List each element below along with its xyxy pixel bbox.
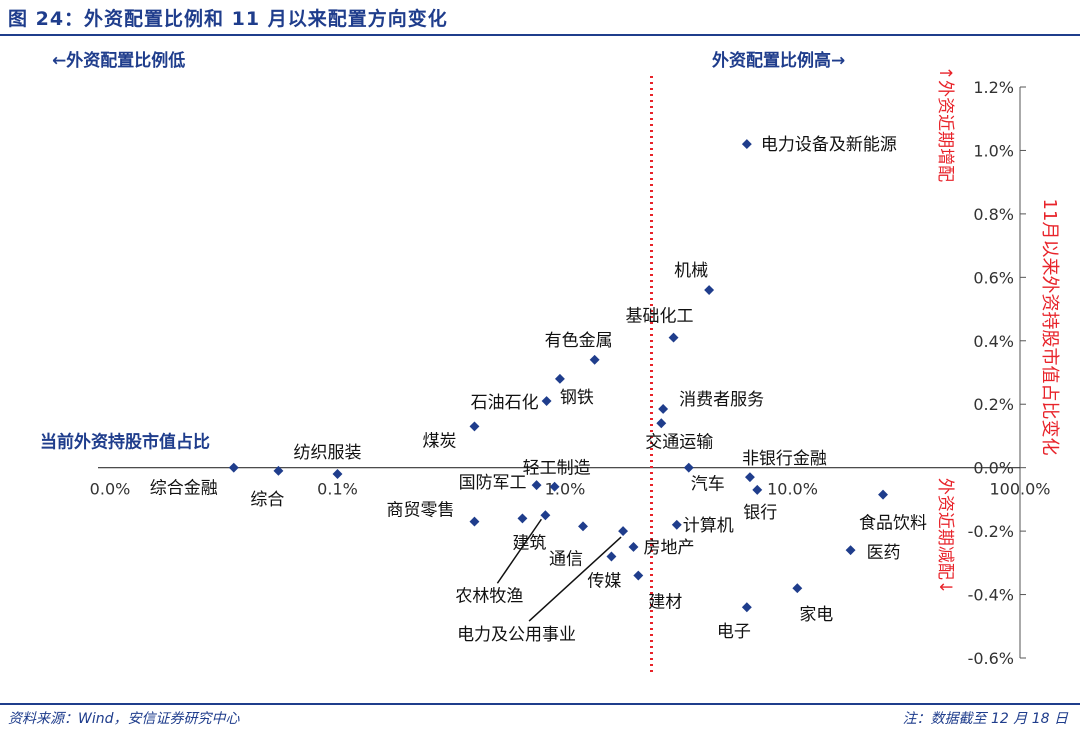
bottom-rule — [0, 703, 1080, 705]
axes-layer: 1.2% 1.0% 0.8% 0.6% 0.4% 0.2% 0.0% -0.2% -0.4% -0… — [40, 76, 1060, 676]
data-label: 国防军工 — [459, 473, 527, 493]
data-point — [792, 583, 803, 594]
data-point — [878, 489, 888, 500]
data-label: 煤炭 — [422, 431, 456, 451]
y-tick-label: -0.2% — [968, 522, 1014, 541]
data-label: 综合 — [250, 490, 284, 510]
data-point — [549, 481, 560, 492]
data-point — [845, 545, 856, 556]
data-point — [517, 513, 528, 524]
data-label: 医药 — [867, 543, 901, 563]
date-note: 注：数据截至 12 月 18 日 — [902, 711, 1068, 727]
data-label: 家电 — [799, 605, 833, 625]
data-point — [554, 373, 565, 384]
y-tick-label: 1.0% — [973, 141, 1014, 160]
data-point — [332, 469, 343, 479]
data-point — [633, 570, 644, 581]
data-label: 传媒 — [587, 571, 621, 591]
y-tick-label: -0.4% — [968, 586, 1014, 605]
data-label: 农林牧渔 — [455, 586, 523, 606]
x-tick-label: 0.0% — [90, 480, 131, 499]
data-label: 非银行金融 — [742, 449, 827, 469]
data-point — [469, 516, 480, 527]
data-point — [606, 551, 617, 562]
data-label: 建材 — [648, 593, 682, 613]
data-label: 纺织服装 — [294, 443, 362, 463]
data-label: 通信 — [549, 549, 583, 569]
data-label: 汽车 — [691, 475, 725, 495]
data-label: 综合金融 — [150, 479, 218, 499]
data-point — [744, 472, 755, 483]
leader-line — [496, 518, 543, 584]
y-tick-label: 0.8% — [973, 205, 1014, 224]
data-point — [741, 602, 752, 613]
data-point — [656, 418, 667, 429]
data-point — [658, 404, 669, 414]
data-label: 有色金属 — [545, 331, 613, 351]
y-tick-label: 0.6% — [973, 268, 1014, 287]
data-point — [671, 519, 682, 530]
data-label: 电子 — [717, 622, 751, 642]
y-tick-label: 1.2% — [973, 78, 1014, 97]
data-point — [704, 285, 715, 295]
data-label: 交通运输 — [645, 432, 713, 452]
data-point — [540, 510, 551, 521]
top-rule — [0, 34, 1080, 36]
data-label: 基础化工 — [626, 307, 694, 327]
data-label: 钢铁 — [560, 388, 594, 408]
data-label: 房地产 — [643, 538, 694, 558]
annotation-top-increase: ↑外资近期增配 — [935, 66, 955, 182]
source-note: 资料来源：Wind，安信证券研究中心 — [8, 711, 240, 727]
scatter-chart: 1.2% 1.0% 0.8% 0.6% 0.4% 0.2% 0.0% -0.2% -0.4% -0… — [40, 50, 1060, 676]
data-label: 轻工制造 — [523, 459, 591, 479]
data-point — [668, 332, 679, 343]
data-point — [541, 396, 552, 406]
y-tick-label: -0.6% — [968, 649, 1014, 668]
y-tick-label: 0.4% — [973, 332, 1014, 351]
data-label: 银行 — [743, 503, 777, 523]
figure-title: 图 24：外资配置比例和 11 月以来配置方向变化 — [8, 8, 448, 30]
annotation-bottom-decrease: 外资近期减配↓ — [935, 478, 955, 594]
data-label: 计算机 — [683, 516, 734, 536]
y-axis-title: 11月以来外资持股市值占比变化 — [1039, 199, 1060, 456]
x-tick-label: 0.1% — [317, 480, 358, 499]
data-point — [683, 462, 694, 473]
data-label: 食品饮料 — [859, 514, 927, 534]
data-point — [752, 484, 763, 495]
data-label: 电力及公用事业 — [457, 625, 576, 645]
x-tick-label: 100.0% — [989, 480, 1050, 499]
data-label: 石油石化 — [471, 393, 539, 413]
data-point — [628, 542, 639, 552]
data-label: 商贸零售 — [386, 501, 454, 521]
data-label: 电力设备及新能源 — [761, 135, 897, 155]
annotation-left-low: ←外资配置比例低 — [52, 50, 185, 71]
data-point — [531, 480, 542, 491]
data-point — [228, 462, 239, 473]
data-point — [589, 354, 600, 365]
data-point — [618, 526, 629, 537]
data-label: 机械 — [674, 261, 708, 281]
data-point — [741, 139, 752, 150]
x-tick-label: 10.0% — [767, 480, 818, 499]
data-point — [273, 465, 284, 476]
leader-line — [528, 536, 622, 622]
data-label: 消费者服务 — [679, 390, 764, 410]
y-tick-label: 0.2% — [973, 395, 1014, 414]
x-tick-label: 1.0% — [545, 480, 586, 499]
data-point — [578, 521, 588, 532]
annotation-right-high: 外资配置比例高→ — [712, 50, 845, 71]
x-axis-title: 当前外资持股市值占比 — [40, 432, 210, 453]
data-point — [469, 421, 480, 432]
